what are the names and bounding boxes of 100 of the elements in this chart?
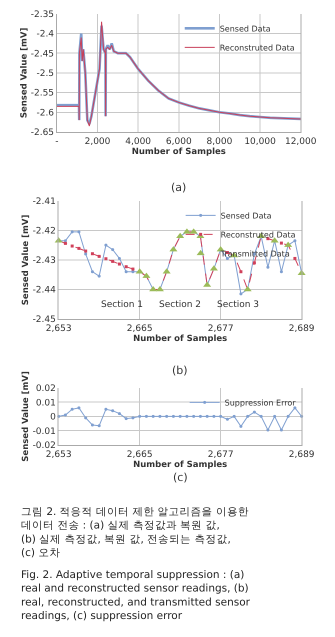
y-tick-label: -2.45 [32,315,56,326]
point [280,242,283,245]
point [84,252,88,256]
text: (a) [171,181,186,194]
x-tick-label: 8,000 [206,136,233,147]
point [246,414,250,418]
point [90,270,94,274]
point [64,414,67,416]
point [77,406,80,410]
point [90,252,94,256]
point [77,230,80,234]
point [111,409,114,412]
point [210,265,218,271]
point [156,286,164,292]
point [149,286,158,292]
point [293,239,296,242]
point [165,414,168,418]
point [64,242,67,245]
point [70,230,74,234]
y-tick-label: 0.02 [36,384,56,394]
annotation: Section 2 [159,300,202,310]
x-axis-title: Number of Samples [133,334,228,344]
point [77,246,80,250]
y-tick-label: -2.35 [30,10,54,20]
point [98,424,101,428]
point [172,414,175,418]
point [111,260,114,263]
x-tick-label: 4,000 [125,136,152,147]
x-tick-label: 2,689 [288,324,315,334]
point [198,414,202,418]
y-tick-label: 0 [50,412,56,423]
point [64,239,67,242]
y-tick-label: -2.45 [30,49,54,60]
point [104,244,108,247]
text: (c) [173,471,188,484]
y-tick-label: -2.42 [32,226,56,237]
point [70,408,74,411]
x-tick-label: 6,000 [166,136,192,147]
y-tick-label: -2.4 [36,30,54,40]
x-axis-title: Number of Samples [133,460,228,470]
point [98,254,101,258]
x-tick-label: 2,677 [208,324,234,334]
point [266,266,270,269]
point [192,414,196,418]
point [158,414,162,418]
point [190,228,198,234]
point [124,270,128,274]
x-tick-label: 2,665 [126,324,153,334]
point [152,414,155,418]
text: (b) [172,364,188,377]
y-tick-label: -2.5 [36,69,54,80]
point [239,270,242,274]
point [252,410,256,414]
point [90,423,94,426]
x-tick-label: 2,665 [126,450,153,460]
x-tick-label: 2,689 [288,450,315,460]
point [260,414,263,418]
x-axis-title: Number of Samples [132,147,226,158]
y-axis-title: Sensed Value [mV] [21,214,32,306]
x-tick-label: 2,653 [46,324,72,334]
point [273,414,276,418]
point [239,424,242,428]
point [232,414,236,418]
point [118,262,121,266]
y-tick-label: -2.6 [36,108,54,118]
y-tick-label: -2.44 [32,286,56,296]
point [138,414,142,418]
x-tick-label: 10,000 [244,136,276,147]
legend-label: Sensed Data [220,24,271,34]
point [118,412,121,416]
y-tick-label: 0.01 [36,398,56,408]
point [286,414,290,418]
point [226,418,229,421]
point [280,428,283,432]
point [219,414,222,418]
caption: 그림 2. 적응적 데이터 제한 알고리즘을 이용한 데이터 전송 : (a) 실제 측정값과 복원 값, (b) 실제 측정값, 복원 값, 전송되는 측정값, (c) 오차 [21,506,250,559]
point [176,232,184,238]
point [244,286,252,292]
point [111,248,114,252]
point [144,414,148,418]
point [293,256,296,260]
y-tick-label: -0.01 [32,426,56,437]
x-tick-label: - [55,136,58,147]
y-tick-label: -2.41 [32,197,56,208]
point [178,414,182,418]
annotation: Section 3 [217,300,260,310]
legend-label: Sensed Data [220,211,272,220]
point [84,416,88,420]
point [182,228,191,234]
point [104,408,108,411]
y-tick-label: -2.55 [30,88,54,99]
y-tick-label: -2.43 [32,256,56,266]
y-tick-label: -2.65 [30,128,54,138]
x-tick-label: 2,677 [208,450,234,460]
point [131,416,134,420]
point [98,274,101,278]
x-tick-label: 2,000 [84,136,111,147]
point [104,257,108,260]
y-axis-title: Sensed Value [mV] [21,371,32,462]
point [252,261,256,264]
